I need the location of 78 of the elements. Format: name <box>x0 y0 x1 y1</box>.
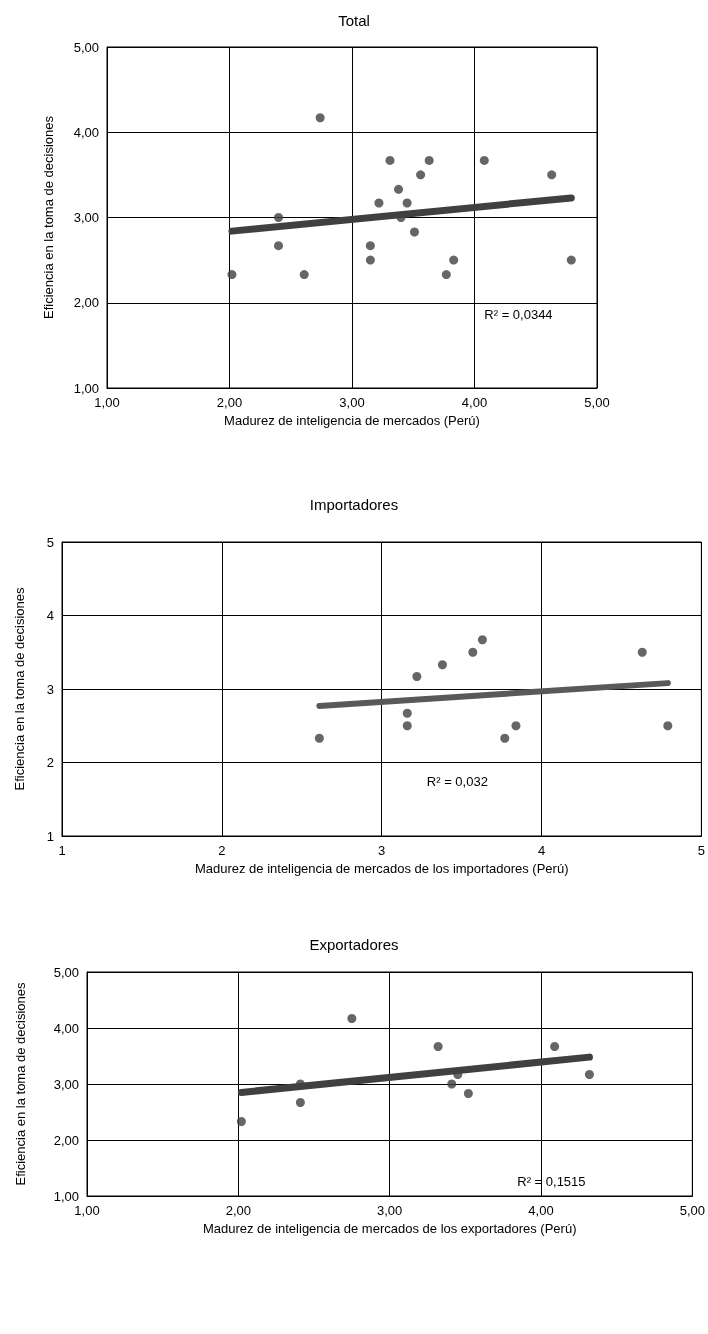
point <box>365 255 375 265</box>
y-tick-label: 1,00 <box>53 1188 79 1204</box>
point <box>547 170 557 180</box>
x-tick-label: 2,00 <box>225 1203 251 1218</box>
y-tick-label: 4,00 <box>73 124 99 140</box>
point <box>477 635 487 645</box>
point <box>550 1041 560 1051</box>
y-tick-label: 1,00 <box>73 380 99 396</box>
point <box>447 1079 457 1089</box>
x-tick-label: 4 <box>537 843 546 858</box>
chart-title: Total <box>338 12 370 29</box>
point <box>236 1117 246 1127</box>
point <box>500 733 510 743</box>
point <box>227 270 237 280</box>
y-tick-label: 3 <box>46 681 54 697</box>
x-tick-label: 5 <box>697 843 705 858</box>
y-axis-title: Eficiencia en la toma de decisiones <box>41 115 56 320</box>
point <box>402 198 412 208</box>
point <box>409 227 419 237</box>
y-axis-title: Eficiencia en la toma de decisiones <box>12 586 27 791</box>
y-axis-title: Eficiencia en la toma de decisiones <box>13 981 28 1186</box>
point <box>433 1041 443 1051</box>
point <box>437 660 447 670</box>
x-tick-label: 1,00 <box>94 395 120 410</box>
y-tick-label: 1 <box>46 828 54 844</box>
point <box>416 170 426 180</box>
x-tick-label: 2 <box>218 843 226 858</box>
point <box>295 1097 305 1107</box>
y-tick-label: 5,00 <box>53 964 79 980</box>
chart-title: Importadores <box>309 496 399 513</box>
point <box>315 113 325 123</box>
point <box>402 708 412 718</box>
point <box>637 647 647 657</box>
y-tick-label: 5,00 <box>73 39 99 55</box>
point <box>394 184 404 194</box>
x-tick-label: 3 <box>378 843 386 858</box>
point <box>385 155 395 165</box>
x-tick-label: 4,00 <box>528 1203 554 1218</box>
x-axis-title: Madurez de inteligencia de mercados de los exportadores (Perú) <box>202 1221 577 1236</box>
annotation: R² = 0,0344 <box>484 307 553 323</box>
annotation: R² = 0,032 <box>426 774 488 790</box>
x-tick-label: 5,00 <box>584 395 610 410</box>
y-tick-label: 3,00 <box>53 1076 79 1092</box>
x-tick-label: 5,00 <box>679 1203 706 1218</box>
y-tick-label: 5 <box>46 534 54 550</box>
point <box>424 155 434 165</box>
y-tick-label: 2,00 <box>53 1132 79 1148</box>
point <box>584 1069 594 1079</box>
point <box>463 1089 473 1099</box>
point <box>299 270 309 280</box>
point <box>663 721 673 731</box>
chart-title: Exportadores <box>309 936 399 953</box>
point <box>374 198 384 208</box>
point <box>365 241 375 251</box>
point <box>314 733 324 743</box>
point <box>449 255 459 265</box>
point <box>441 270 451 280</box>
point <box>274 213 283 222</box>
x-axis-title: Madurez de inteligencia de mercados de los importadores (Perú) <box>194 861 569 876</box>
point <box>468 647 478 657</box>
x-axis-title: Madurez de inteligencia de mercados (Perú) <box>224 413 480 428</box>
point <box>479 155 489 165</box>
x-tick-label: 3,00 <box>339 395 365 410</box>
x-tick-label: 4,00 <box>461 395 488 410</box>
y-tick-label: 2 <box>46 755 54 770</box>
point <box>412 672 422 681</box>
annotation: R² = 0,1515 <box>517 1173 586 1189</box>
point <box>566 255 576 265</box>
y-tick-label: 4,00 <box>53 1020 79 1036</box>
x-tick-label: 2,00 <box>216 395 243 410</box>
y-tick-label: 3,00 <box>73 210 99 225</box>
point <box>511 721 521 731</box>
point <box>402 721 412 731</box>
x-tick-label: 3,00 <box>377 1203 403 1218</box>
y-tick-label: 2,00 <box>73 295 99 311</box>
y-tick-label: 4 <box>46 608 54 623</box>
point <box>347 1013 357 1023</box>
point <box>274 241 283 251</box>
